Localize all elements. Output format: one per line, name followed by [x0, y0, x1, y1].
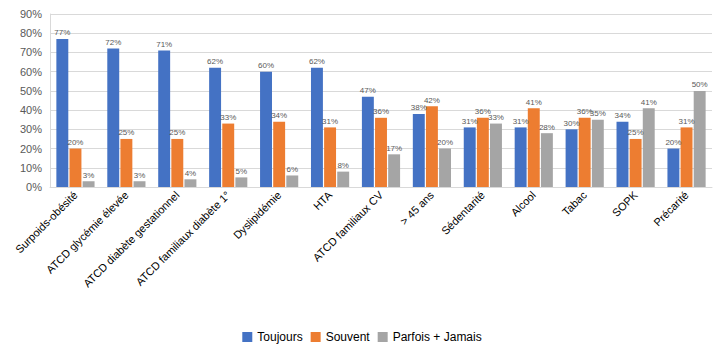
svg-text:62%: 62% [207, 57, 223, 66]
svg-text:30%: 30% [564, 119, 580, 128]
svg-text:31%: 31% [322, 117, 338, 126]
svg-text:36%: 36% [373, 107, 389, 116]
svg-text:Alcool: Alcool [508, 189, 538, 219]
svg-text:30%: 30% [20, 123, 42, 135]
svg-text:0%: 0% [26, 181, 42, 193]
svg-text:ATCD glycémie élevée: ATCD glycémie élevée [44, 189, 131, 276]
svg-text:Surpoids-obésité: Surpoids-obésité [12, 188, 80, 256]
svg-text:3%: 3% [134, 171, 146, 180]
svg-text:20%: 20% [20, 143, 42, 155]
svg-text:60%: 60% [20, 66, 42, 78]
svg-text:20%: 20% [665, 138, 681, 147]
svg-text:34%: 34% [271, 111, 287, 120]
svg-text:ATCD diabète gestationnel: ATCD diabète gestationnel [81, 189, 182, 290]
svg-text:41%: 41% [526, 98, 542, 107]
svg-text:Précarité: Précarité [651, 189, 691, 229]
svg-text:77%: 77% [54, 28, 70, 37]
svg-text:Dyslipidémie: Dyslipidémie [231, 189, 284, 242]
svg-text:41%: 41% [641, 98, 657, 107]
svg-text:62%: 62% [309, 57, 325, 66]
svg-text:80%: 80% [20, 27, 42, 39]
svg-text:36%: 36% [576, 107, 593, 117]
svg-text:ATCD familiaux diabète 1°: ATCD familiaux diabète 1° [133, 189, 232, 288]
svg-text:25%: 25% [169, 128, 185, 137]
svg-text:10%: 10% [20, 162, 42, 174]
svg-text:ATCD familiaux CV: ATCD familiaux CV [310, 188, 385, 263]
svg-text:Sédentarité: Sédentarité [439, 189, 487, 237]
svg-text:> 45 ans: > 45 ans [398, 188, 437, 227]
svg-text:Tabac: Tabac [560, 188, 590, 218]
svg-text:25%: 25% [628, 128, 644, 137]
svg-text:25%: 25% [118, 128, 134, 137]
svg-text:Souvent: Souvent [326, 330, 371, 344]
svg-text:50%: 50% [692, 80, 708, 89]
svg-text:28%: 28% [539, 123, 555, 132]
svg-text:20%: 20% [67, 138, 83, 147]
svg-text:Toujours: Toujours [257, 330, 302, 344]
svg-text:35%: 35% [590, 109, 606, 118]
svg-text:HTA: HTA [311, 188, 335, 212]
svg-text:17%: 17% [386, 144, 402, 153]
svg-text:Parfois + Jamais: Parfois + Jamais [393, 330, 482, 344]
svg-text:31%: 31% [679, 117, 695, 126]
svg-text:38%: 38% [411, 103, 427, 112]
svg-text:33%: 33% [488, 113, 504, 122]
svg-text:36%: 36% [474, 107, 491, 117]
svg-text:72%: 72% [105, 38, 121, 47]
svg-text:SOPK: SOPK [610, 188, 641, 219]
svg-text:71%: 71% [156, 40, 172, 49]
svg-text:34%: 34% [614, 111, 630, 120]
svg-text:5%: 5% [236, 167, 248, 176]
svg-text:6%: 6% [287, 165, 299, 174]
svg-text:50%: 50% [20, 85, 42, 97]
svg-text:33%: 33% [220, 113, 236, 122]
svg-text:47%: 47% [360, 86, 376, 95]
svg-text:60%: 60% [258, 61, 274, 70]
svg-text:90%: 90% [20, 8, 42, 20]
svg-text:31%: 31% [462, 117, 478, 126]
svg-text:3%: 3% [83, 171, 95, 180]
svg-text:31%: 31% [513, 117, 529, 126]
svg-text:42%: 42% [424, 96, 440, 105]
svg-text:8%: 8% [337, 161, 349, 170]
svg-text:4%: 4% [185, 169, 197, 178]
svg-text:40%: 40% [20, 104, 42, 116]
svg-text:70%: 70% [20, 46, 42, 58]
svg-text:20%: 20% [437, 138, 453, 147]
